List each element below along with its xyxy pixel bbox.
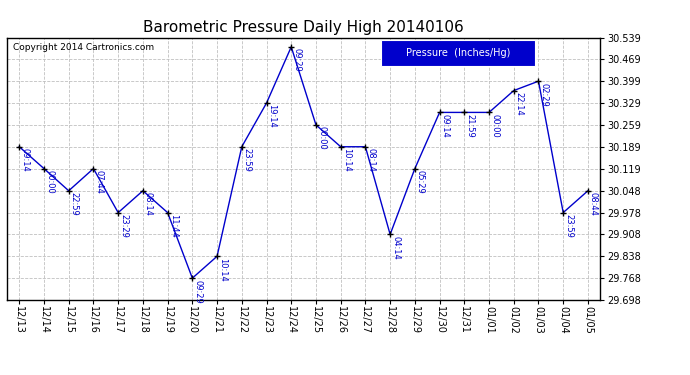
Text: 07:44: 07:44 <box>95 170 103 194</box>
Text: Copyright 2014 Cartronics.com: Copyright 2014 Cartronics.com <box>13 43 154 52</box>
Text: 22:59: 22:59 <box>70 192 79 216</box>
Text: 23:59: 23:59 <box>564 214 573 238</box>
Text: 23:29: 23:29 <box>119 214 128 238</box>
Text: 10:14: 10:14 <box>342 148 351 172</box>
Text: 09:29: 09:29 <box>293 48 302 72</box>
Text: 22:14: 22:14 <box>515 92 524 116</box>
Text: 19:14: 19:14 <box>268 104 277 128</box>
FancyBboxPatch shape <box>381 40 535 66</box>
Text: 09:29: 09:29 <box>193 279 202 303</box>
Text: 09:14: 09:14 <box>20 148 29 172</box>
Title: Barometric Pressure Daily High 20140106: Barometric Pressure Daily High 20140106 <box>144 20 464 35</box>
Text: 10:14: 10:14 <box>218 258 227 282</box>
Text: 09:14: 09:14 <box>441 114 450 138</box>
Text: Pressure  (Inches/Hg): Pressure (Inches/Hg) <box>406 48 510 58</box>
Text: 23:59: 23:59 <box>243 148 252 172</box>
Text: 00:00: 00:00 <box>490 114 499 138</box>
Text: 02:29: 02:29 <box>540 82 549 106</box>
Text: 08:14: 08:14 <box>366 148 375 172</box>
Text: 04:14: 04:14 <box>391 236 400 260</box>
Text: 08:44: 08:44 <box>589 192 598 216</box>
Text: 11:44: 11:44 <box>168 214 177 238</box>
Text: 21:59: 21:59 <box>465 114 474 138</box>
Text: 00:00: 00:00 <box>45 170 54 194</box>
Text: 05:29: 05:29 <box>416 170 425 194</box>
Text: 00:00: 00:00 <box>317 126 326 150</box>
Text: 08:14: 08:14 <box>144 192 153 216</box>
